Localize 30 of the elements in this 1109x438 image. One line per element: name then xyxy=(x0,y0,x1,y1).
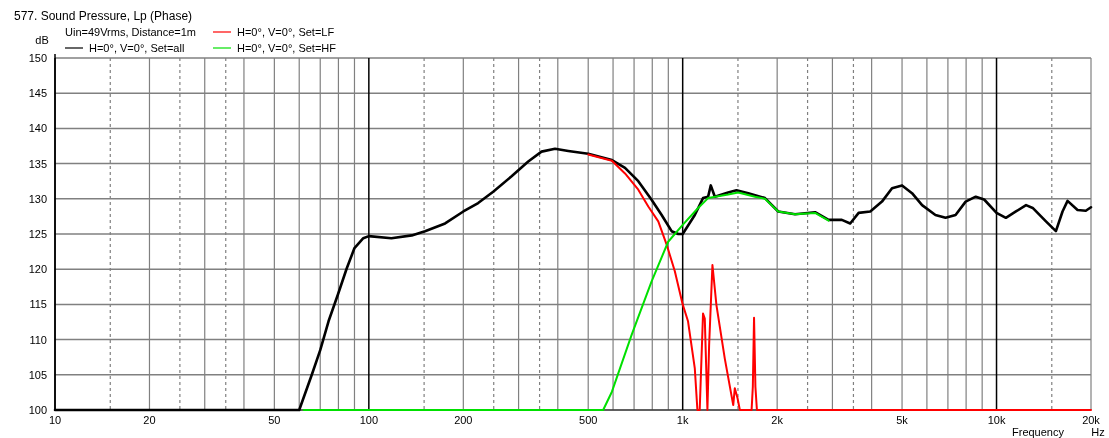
y-tick-label: 100 xyxy=(28,404,47,416)
y-tick-label: 140 xyxy=(28,122,47,135)
y-tick-label: 120 xyxy=(28,263,47,276)
legend-label: H=0°, V=0°, Set=HF xyxy=(237,42,337,54)
legend-label: H=0°, V=0°, Set=all xyxy=(89,42,185,54)
y-tick-label: 110 xyxy=(29,333,47,346)
y-tick-label: 135 xyxy=(28,157,47,170)
y-tick-label: 145 xyxy=(28,87,47,100)
chart-title: 577. Sound Pressure, Lp (Phase) xyxy=(14,9,193,23)
text: Hz xyxy=(1091,426,1105,438)
legend-label: H=0°, V=0°, Set=LF xyxy=(237,26,335,38)
x-tick-label: 10 xyxy=(48,414,62,426)
x-axis-title: Frequency xyxy=(1012,426,1065,438)
x-tick-label: 20 xyxy=(143,414,156,426)
y-tick-label: 130 xyxy=(28,192,47,205)
x-tick-label: 100 xyxy=(359,414,379,426)
x-tick-label: 20k xyxy=(1082,414,1101,426)
y-tick-label: 125 xyxy=(28,228,47,240)
y-tick-label: 105 xyxy=(28,368,47,381)
y-tick-label: 150 xyxy=(28,52,47,64)
x-tick-label: 2k xyxy=(771,414,784,426)
x-tick-label: 200 xyxy=(454,414,473,426)
x-tick-label: 5k xyxy=(896,414,909,426)
x-tick-label: 50 xyxy=(268,414,281,426)
x-tick-label: 500 xyxy=(579,414,598,426)
text: Uin=49Vrms, Distance=1m xyxy=(65,26,197,38)
x-tick-label: 1k xyxy=(676,414,689,426)
y-axis-title: dB xyxy=(35,34,49,46)
x-tick-label: 10k xyxy=(987,414,1006,426)
y-tick-label: 115 xyxy=(29,298,47,311)
